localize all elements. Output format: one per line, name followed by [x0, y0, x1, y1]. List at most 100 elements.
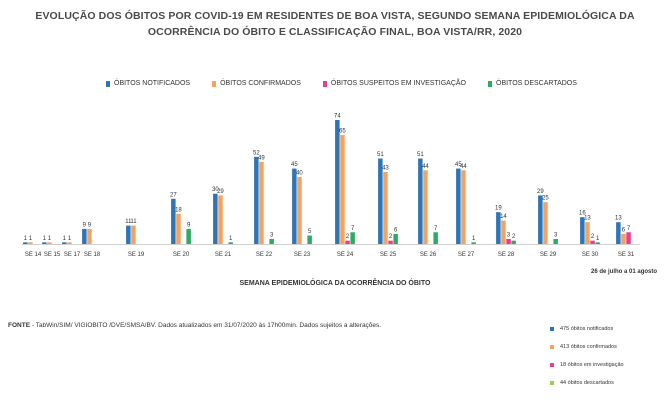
data-label: 44: [422, 164, 429, 170]
summary-swatch: [550, 363, 554, 367]
bar: [383, 171, 388, 244]
bar: [496, 212, 501, 244]
x-tick-label: SE 14: [25, 252, 42, 258]
data-label: 1: [43, 236, 47, 242]
summary-text: 413 óbitos confirmados: [560, 344, 617, 350]
bar: [418, 158, 423, 244]
data-label: 14: [500, 214, 507, 220]
bar: [28, 242, 33, 244]
legend-label-notificados: ÓBITOS NOTIFICADOS: [114, 80, 191, 87]
bar: [176, 213, 181, 244]
bar: [62, 242, 67, 244]
data-label: 13: [615, 216, 622, 222]
data-label: 1: [24, 236, 28, 242]
data-label: 1: [29, 236, 33, 242]
data-label: 2: [512, 234, 516, 240]
legend-label-confirmados: ÓBITOS CONFIRMADOS: [220, 80, 301, 87]
x-tick-label: SE 30: [582, 252, 599, 258]
x-axis-title: SEMANA EPIDEMIOLÓGICA DA OCORRÊNCIA DO Ó…: [239, 280, 431, 287]
summary-text: 18 óbitos em investigação: [560, 362, 624, 368]
bar: [292, 168, 297, 244]
data-label: 7: [351, 226, 355, 232]
x-tick-label: SE 20: [173, 252, 190, 258]
data-label: 40: [296, 170, 303, 176]
data-label: 74: [334, 114, 341, 120]
summary-swatch: [550, 381, 554, 385]
data-label: 44: [460, 164, 467, 170]
x-tick-label: SE 23: [294, 252, 311, 258]
data-label: 45: [455, 162, 462, 168]
data-label: 1: [596, 236, 600, 242]
data-label: 3: [270, 232, 274, 238]
data-label: 43: [382, 165, 389, 171]
chart-title-line2: OCORRÊNCIA DO ÓBITO E CLASSIFICAÇÃO FINA…: [147, 26, 523, 38]
bar: [616, 222, 621, 244]
legend-label-suspeitos: ÓBITOS SUSPEITOS EM INVESTIGAÇÃO: [330, 80, 466, 87]
data-label: 3: [554, 232, 558, 238]
bar: [23, 242, 28, 244]
legend-swatch-descartados: [488, 80, 492, 87]
summary-text: 44 óbitos descartados: [560, 380, 614, 386]
bar: [506, 238, 511, 244]
bar: [131, 225, 136, 244]
data-label: 18: [175, 207, 182, 213]
data-label: 6: [622, 227, 626, 233]
x-tick-label: SE 28: [498, 252, 515, 258]
bar: [423, 170, 428, 244]
data-label: 11: [125, 219, 132, 225]
source-label: FONTE: [8, 322, 31, 329]
bar: [87, 228, 92, 244]
data-label: 11: [130, 219, 137, 225]
bar: [626, 232, 631, 244]
bar: [42, 242, 47, 244]
x-tick-label: SE 21: [215, 252, 232, 258]
data-label: 1: [229, 236, 233, 242]
bar: [621, 233, 626, 244]
chart-title-line1: EVOLUÇÃO DOS ÓBITOS POR COVID-19 EM RESI…: [35, 10, 635, 22]
bar: [378, 158, 383, 244]
x-tick-label: SE 24: [337, 252, 354, 258]
data-label: 7: [627, 226, 631, 232]
data-label: 19: [495, 206, 502, 212]
bar: [254, 156, 259, 244]
legend-item-descartados: ÓBITOS DESCARTADOS: [488, 80, 577, 87]
bar: [580, 217, 585, 244]
bar: [388, 240, 393, 244]
bar: [511, 240, 516, 244]
bar: [126, 225, 131, 244]
data-label: 16: [579, 211, 586, 217]
data-label: 1: [472, 236, 476, 242]
data-label: 51: [377, 152, 384, 158]
data-label: 9: [83, 222, 87, 228]
data-label: 65: [339, 129, 346, 135]
data-label: 2: [389, 234, 393, 240]
chart-legend: ÓBITOS NOTIFICADOS ÓBITOS CONFIRMADOS ÓB…: [106, 80, 577, 87]
data-label: 1: [68, 236, 72, 242]
bar: [67, 242, 72, 244]
bar: [297, 176, 302, 244]
bar: [538, 195, 543, 244]
bar: [501, 220, 506, 244]
legend-item-confirmados: ÓBITOS CONFIRMADOS: [212, 80, 301, 87]
data-label: 3: [507, 232, 511, 238]
data-label: 27: [170, 192, 177, 198]
x-tick-label: SE 22: [256, 252, 273, 258]
period-note: 26 de julho a 01 agosto: [591, 269, 658, 275]
legend-swatch-suspeitos: [322, 80, 327, 87]
source-text: - TabWin/SIM/ VIGIOBITO /DVE/SMSA/BV. Da…: [30, 322, 382, 329]
summary-item-investigacao: 18 óbitos em investigação: [550, 362, 624, 368]
data-label: 7: [434, 226, 438, 232]
source-note: FONTE - TabWin/SIM/ VIGIOBITO /DVE/SMSA/…: [8, 322, 381, 329]
data-label: 13: [584, 216, 591, 222]
bar: [218, 195, 223, 244]
summary-text: 475 óbitos notificados: [560, 326, 614, 332]
summary-swatch: [550, 327, 554, 331]
legend-swatch-notificados: [106, 80, 110, 87]
data-label: 29: [217, 189, 224, 195]
bar: [595, 242, 600, 244]
data-label: 51: [417, 152, 424, 158]
bar: [350, 232, 355, 244]
data-label: 2: [591, 234, 595, 240]
legend-swatch-confirmados: [212, 80, 217, 87]
data-label: 9: [88, 222, 92, 228]
